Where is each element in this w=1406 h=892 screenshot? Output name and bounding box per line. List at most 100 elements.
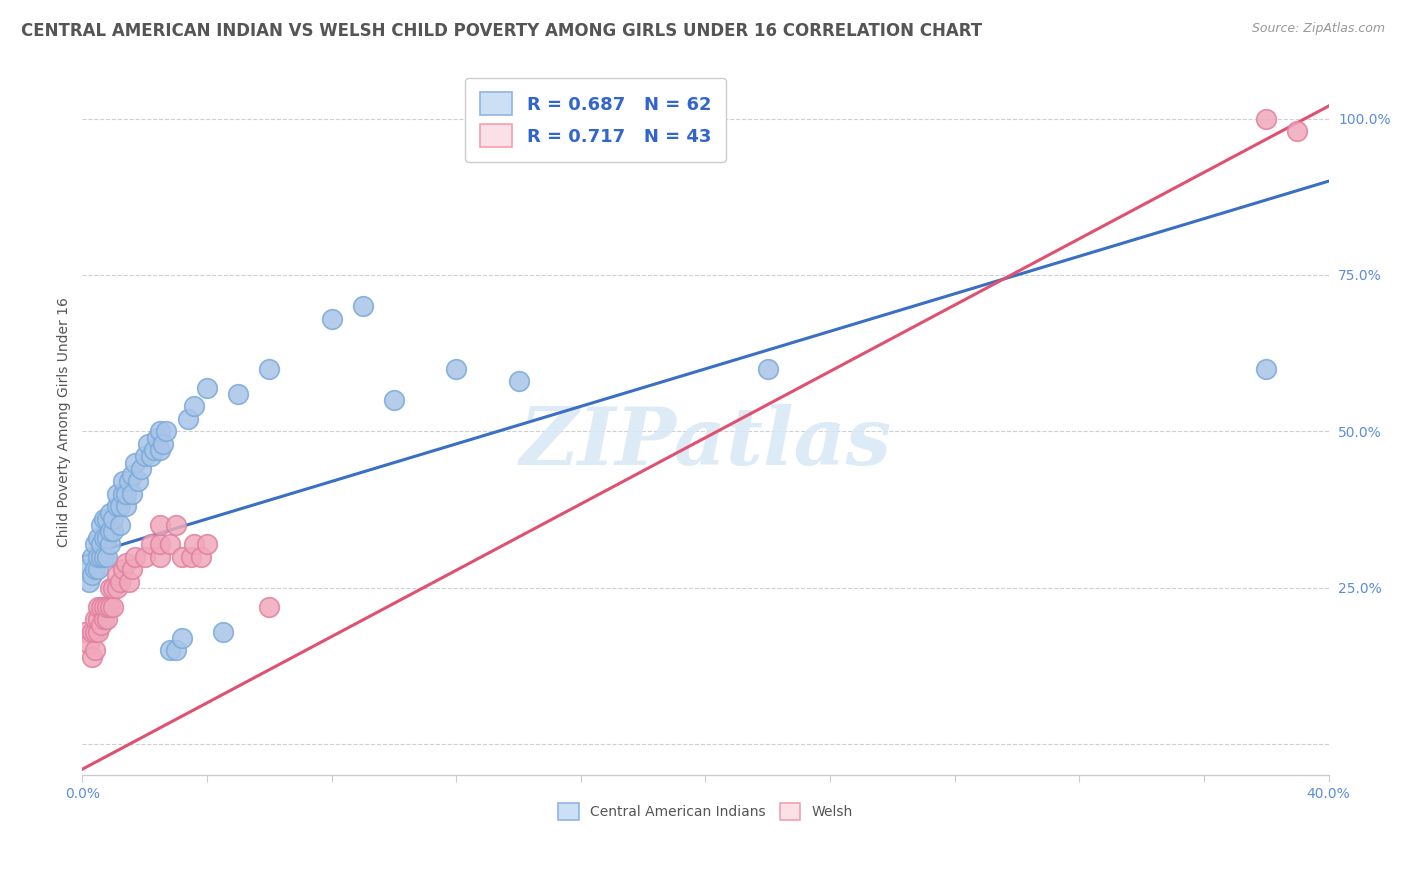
Point: [155, 425, 177, 439]
Point: [111, 475, 134, 489]
Point: [90, 537, 112, 551]
Point: [77, 637, 100, 651]
Point: [90, 518, 112, 533]
Point: [83, 643, 105, 657]
Point: [211, 624, 233, 639]
Point: [149, 537, 172, 551]
Point: [103, 599, 125, 614]
Point: [93, 531, 115, 545]
Point: [134, 549, 156, 564]
Legend: Central American Indians, Welsh: Central American Indians, Welsh: [553, 798, 858, 825]
Point: [177, 412, 200, 426]
Point: [90, 549, 112, 564]
Point: [93, 612, 115, 626]
Point: [118, 475, 141, 489]
Point: [111, 487, 134, 501]
Point: [105, 487, 128, 501]
Point: [121, 468, 143, 483]
Point: [87, 599, 110, 614]
Point: [108, 500, 131, 514]
Point: [105, 568, 128, 582]
Point: [77, 574, 100, 589]
Point: [115, 500, 138, 514]
Point: [98, 537, 121, 551]
Point: [98, 524, 121, 539]
Point: [226, 387, 249, 401]
Point: [90, 599, 112, 614]
Point: [87, 612, 110, 626]
Point: [149, 549, 172, 564]
Point: [195, 381, 218, 395]
Point: [93, 599, 115, 614]
Point: [195, 537, 218, 551]
Point: [96, 599, 118, 614]
Point: [75, 562, 97, 576]
Point: [352, 299, 374, 313]
Point: [98, 599, 121, 614]
Point: [190, 549, 212, 564]
Text: Source: ZipAtlas.com: Source: ZipAtlas.com: [1251, 22, 1385, 36]
Point: [131, 462, 153, 476]
Point: [83, 537, 105, 551]
Point: [1286, 124, 1309, 138]
Point: [80, 649, 103, 664]
Point: [124, 456, 146, 470]
Point: [142, 443, 165, 458]
Point: [103, 581, 125, 595]
Point: [159, 537, 181, 551]
Point: [508, 375, 530, 389]
Point: [103, 512, 125, 526]
Point: [87, 531, 110, 545]
Point: [146, 431, 169, 445]
Point: [183, 537, 205, 551]
Point: [165, 518, 187, 533]
Point: [105, 581, 128, 595]
Point: [98, 581, 121, 595]
Point: [105, 500, 128, 514]
Point: [121, 487, 143, 501]
Point: [93, 549, 115, 564]
Point: [1256, 361, 1278, 376]
Point: [149, 425, 172, 439]
Point: [134, 450, 156, 464]
Point: [96, 531, 118, 545]
Point: [75, 624, 97, 639]
Point: [80, 568, 103, 582]
Point: [321, 311, 343, 326]
Point: [170, 549, 193, 564]
Point: [127, 475, 149, 489]
Point: [118, 574, 141, 589]
Point: [83, 562, 105, 576]
Text: ZIPatlas: ZIPatlas: [519, 404, 891, 482]
Point: [159, 643, 181, 657]
Point: [96, 612, 118, 626]
Point: [121, 562, 143, 576]
Point: [80, 549, 103, 564]
Point: [149, 518, 172, 533]
Point: [165, 643, 187, 657]
Y-axis label: Child Poverty Among Girls Under 16: Child Poverty Among Girls Under 16: [58, 297, 72, 547]
Point: [83, 624, 105, 639]
Point: [80, 624, 103, 639]
Point: [96, 549, 118, 564]
Point: [257, 599, 280, 614]
Point: [180, 549, 202, 564]
Point: [139, 537, 162, 551]
Point: [152, 437, 174, 451]
Point: [87, 549, 110, 564]
Point: [96, 512, 118, 526]
Point: [382, 393, 405, 408]
Point: [170, 631, 193, 645]
Point: [115, 487, 138, 501]
Point: [98, 506, 121, 520]
Point: [444, 361, 467, 376]
Point: [183, 400, 205, 414]
Point: [103, 524, 125, 539]
Point: [111, 562, 134, 576]
Point: [87, 624, 110, 639]
Point: [257, 361, 280, 376]
Point: [136, 437, 159, 451]
Point: [756, 361, 779, 376]
Text: CENTRAL AMERICAN INDIAN VS WELSH CHILD POVERTY AMONG GIRLS UNDER 16 CORRELATION : CENTRAL AMERICAN INDIAN VS WELSH CHILD P…: [21, 22, 983, 40]
Point: [108, 518, 131, 533]
